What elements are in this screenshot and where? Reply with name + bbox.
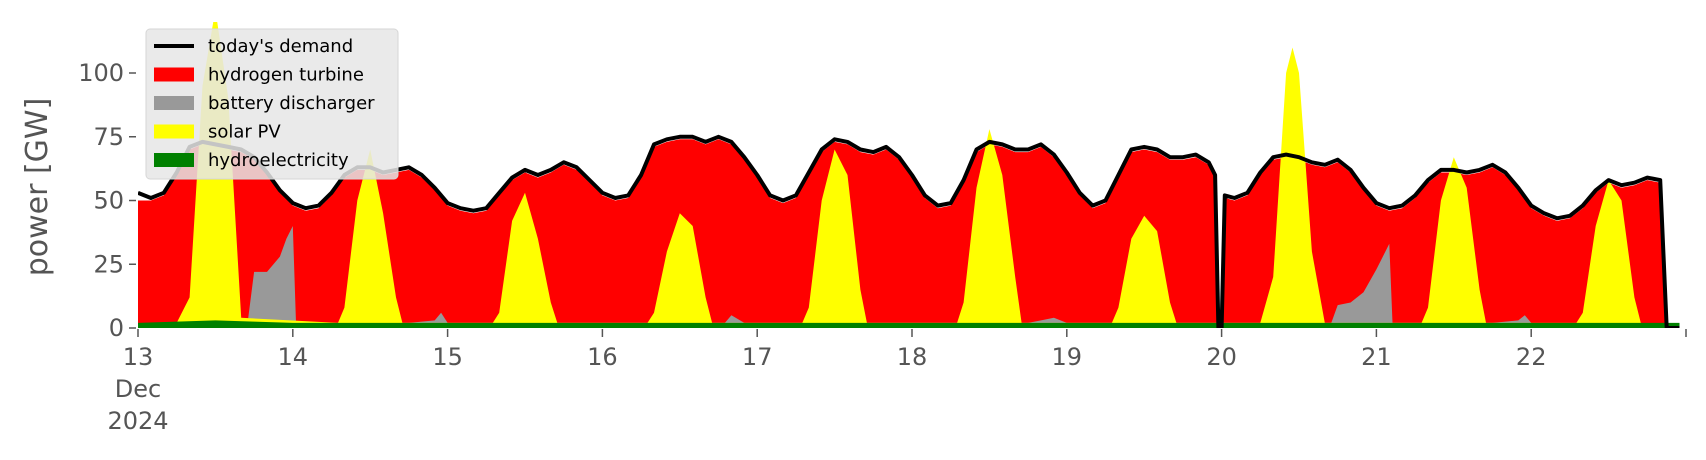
legend-label-solar-pv: solar PV	[208, 122, 281, 143]
legend-label-battery-discharger: battery discharger	[208, 93, 375, 114]
hydroelectricity-area	[138, 320, 1680, 328]
y-axis-title: power [GW]	[20, 98, 55, 277]
demand-line-group	[138, 134, 1680, 328]
todays-demand-line	[138, 134, 1680, 328]
legend-label-hydroelectricity: hydroelectricity	[208, 150, 349, 171]
x-tick-label: 21	[1361, 343, 1392, 371]
x-tick-label: 22	[1516, 343, 1547, 371]
legend-label-hydrogen-turbine: hydrogen turbine	[208, 65, 364, 86]
x-tick-label: 18	[897, 343, 928, 371]
legend-swatch-hydrogen-turbine	[154, 67, 194, 82]
x-tick-label: 19	[1052, 343, 1083, 371]
x-tick-sublabel: 2024	[107, 407, 168, 435]
axes-group: 0 25 50 75 100 13 Dec 2024 14 15 16 17 18 19 20 21 22 pow…	[20, 59, 1687, 435]
legend-swatch-hydroelectricity	[154, 153, 194, 167]
x-tick-sublabel: Dec	[115, 375, 161, 403]
x-tick-label: 20	[1206, 343, 1237, 371]
x-tick-label: 13	[123, 343, 154, 371]
y-tick-label: 100	[78, 59, 124, 87]
legend-swatch-solar-pv	[154, 124, 194, 139]
x-tick-label: 14	[278, 343, 309, 371]
y-tick-label: 75	[93, 123, 124, 151]
legend-swatch-battery-discharger	[154, 96, 194, 110]
x-tick-label: 16	[587, 343, 618, 371]
legend-label-today-s-demand: today's demand	[208, 36, 353, 57]
y-tick-label: 0	[109, 314, 124, 342]
y-tick-label: 25	[93, 250, 124, 278]
y-tick-label: 50	[93, 187, 124, 215]
x-tick-label: 17	[742, 343, 773, 371]
legend: today's demand hydrogen turbine battery di…	[145, 28, 399, 180]
x-tick-label: 15	[432, 343, 463, 371]
legend-box	[145, 28, 399, 180]
area-series-group	[138, 22, 1680, 328]
